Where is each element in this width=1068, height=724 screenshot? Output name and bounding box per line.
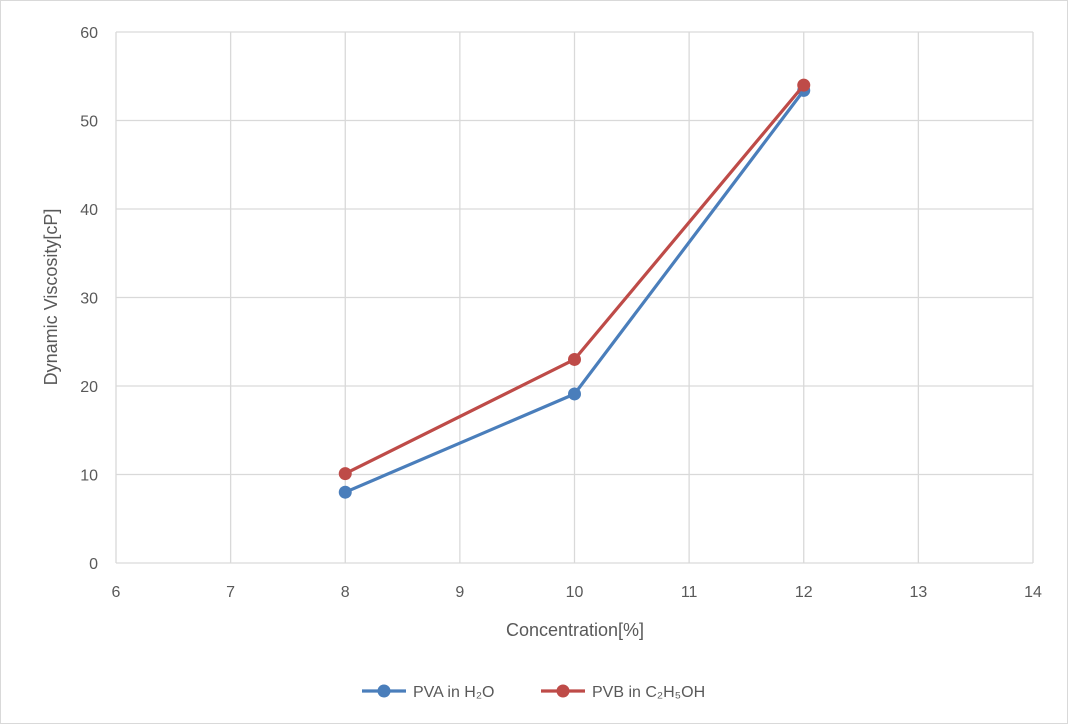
x-axis-title: Concentration[%] bbox=[506, 620, 644, 640]
y-tick-label: 10 bbox=[80, 468, 98, 485]
legend-label: PVA in H₂O bbox=[413, 684, 495, 701]
x-tick-label: 14 bbox=[1024, 584, 1042, 601]
series-layer bbox=[338, 78, 811, 499]
y-tick-label: 20 bbox=[80, 379, 98, 396]
y-tick-label: 0 bbox=[89, 556, 98, 573]
x-tick-label: 6 bbox=[112, 584, 121, 601]
x-tick-label: 10 bbox=[566, 584, 584, 601]
y-tick-label: 30 bbox=[80, 291, 98, 308]
series-2 bbox=[338, 78, 811, 481]
x-tick-label: 8 bbox=[341, 584, 350, 601]
data-point bbox=[568, 352, 581, 366]
legend: PVA in H₂O PVB in C₂H₅OH bbox=[362, 684, 705, 701]
legend-marker bbox=[556, 684, 570, 698]
x-tick-label: 12 bbox=[795, 584, 813, 601]
data-point bbox=[338, 467, 352, 481]
data-point bbox=[797, 78, 811, 92]
y-tick-label: 60 bbox=[80, 25, 98, 42]
legend-marker bbox=[377, 684, 391, 698]
legend-label: PVB in C₂H₅OH bbox=[592, 684, 705, 701]
y-tick-label: 40 bbox=[80, 202, 98, 219]
data-point bbox=[568, 387, 581, 401]
legend-item: PVB in C₂H₅OH bbox=[541, 684, 705, 701]
x-tick-label: 7 bbox=[226, 584, 235, 601]
y-tick-label: 50 bbox=[80, 114, 98, 131]
grid bbox=[115, 31, 1034, 564]
x-tick-labels: 6 7 8 9 10 11 12 13 14 bbox=[112, 584, 1042, 601]
series-1 bbox=[338, 83, 811, 499]
x-tick-label: 13 bbox=[909, 584, 927, 601]
y-tick-labels: 0 10 20 30 40 50 60 bbox=[80, 25, 98, 573]
x-tick-label: 9 bbox=[455, 584, 464, 601]
x-tick-label: 11 bbox=[681, 584, 698, 601]
legend-item: PVA in H₂O bbox=[362, 684, 495, 701]
y-axis-title: Dynamic Viscosity[cP] bbox=[41, 209, 61, 386]
data-point bbox=[338, 485, 352, 499]
